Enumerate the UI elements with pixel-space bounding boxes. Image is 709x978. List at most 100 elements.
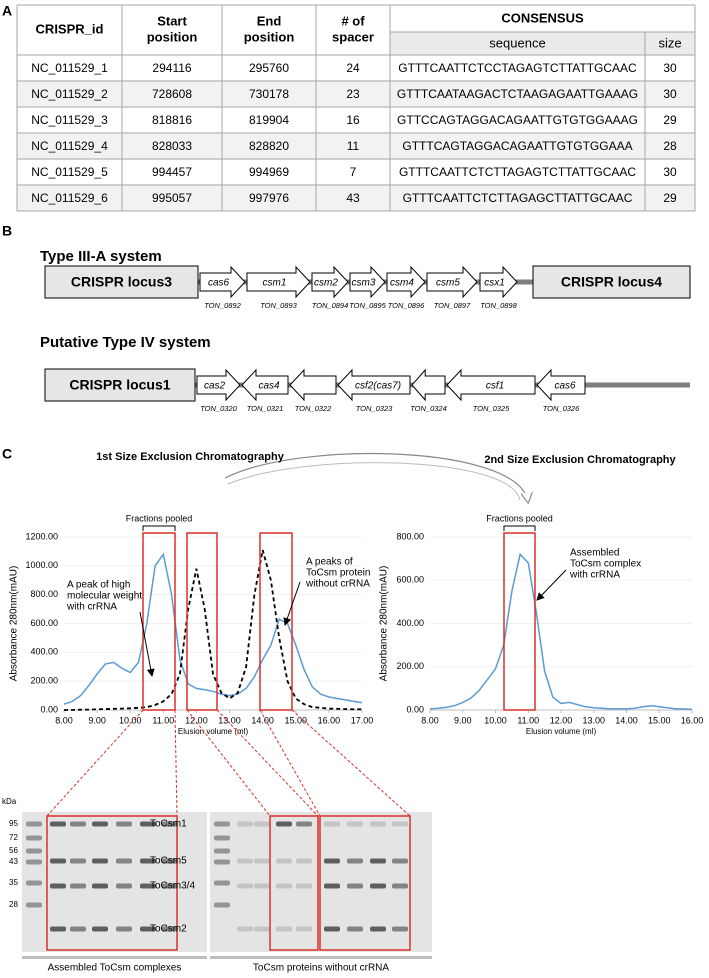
table-cell: GTTTCAATTCTCCTAGAGTCTTATTGCAAC [398,61,637,75]
table-cell: 294116 [152,61,191,75]
gel-band [70,858,86,864]
gene-arrow [311,265,349,299]
transfer-arrow [227,462,521,501]
gene-id: TON_0896 [388,301,425,310]
gel-band [162,821,178,827]
y-tick-label: 800.00 [30,589,58,599]
x-tick-label: 12.00 [185,715,208,725]
gel-band [237,821,253,827]
column-header: Start [157,13,187,28]
gene-id: TON_0326 [543,404,580,413]
gel-band [92,926,108,932]
annotation: A peaks of [306,557,353,568]
system-title: Putative Type IV system [40,334,211,351]
gel-band [116,883,132,889]
gel-band [50,858,66,864]
gel-band [347,883,363,889]
gel-band [237,926,253,932]
gel-band [140,926,156,932]
gel-band [237,883,253,889]
gel-band [392,858,408,864]
table-cell: 828820 [249,139,289,153]
series-line [63,552,363,705]
crispr-locus [44,368,196,402]
gel-band [237,858,253,864]
gel-band [214,859,230,865]
gel-band [392,821,408,827]
x-tick-label: 14.00 [251,715,274,725]
gene-arrow [349,265,386,299]
x-tick-label: 13.00 [582,715,605,725]
annotation: with crRNA [66,602,117,613]
row-bg [17,81,695,107]
table-cell: GTTCCAGTAGGACAGAATTGTGTGGAAAG [397,113,638,127]
gel-band [214,835,230,841]
gel-band [347,926,363,932]
gel-band [296,883,312,889]
gel-unit: kDa [2,797,17,806]
gene-id: TON_0897 [434,301,471,310]
marker-label: 35 [9,878,18,887]
gel-band [254,858,270,864]
annotation: without crRNA [305,579,370,590]
table-cell: 7 [350,165,357,179]
chart-title: 2nd Size Exclusion Chromatography [484,454,676,466]
gene-name: csm1 [263,278,287,289]
table-cell: 997976 [249,191,289,205]
gel-band [162,926,178,932]
chart-title: 1st Size Exclusion Chromatography [96,451,285,463]
y-tick-label: 400.00 [396,618,424,628]
column-header: position [147,29,198,44]
gel-band [347,858,363,864]
gel-band [296,821,312,827]
gel-band [26,859,42,865]
gene-name: cas6 [208,278,230,289]
gel-band [26,902,42,908]
y-tick-label: 200.00 [30,676,58,686]
panel-label: C [2,446,12,462]
gel-band [276,858,292,864]
band-label: ToCsm1 [150,819,187,830]
table-cell: GTTTCAATAAGACTCTAAGAGAATTGAAAG [397,87,638,101]
locus-label: CRISPR locus4 [561,274,662,290]
gel-band [140,858,156,864]
panel-label: A [2,3,12,19]
annotation: Assembled [570,548,619,559]
gene-arrow [536,368,586,402]
zoom-line [259,709,321,817]
gene-id: TON_0322 [295,404,332,413]
annotation: with crRNA [569,570,620,581]
gene-arrow [479,265,518,299]
x-tick-label: 16.00 [681,715,704,725]
table-cell: NC_011529_1 [31,61,108,75]
y-axis-label: Absorbance 280nm(mAU) [379,566,390,682]
series-line [64,549,362,711]
table-cell: GTTTCAATTCTCTTAGAGCTTATTGCAAC [403,191,633,205]
gene-name: cas2 [204,381,226,392]
gel-band [214,902,230,908]
table-cell: GTTTCAATTCTCTTAGAGTCTTATTGCAAC [399,165,636,179]
x-tick-label: 12.00 [550,715,573,725]
zoom-line [46,709,144,817]
gene-name: csf2(cas7) [355,381,401,392]
table-cell: 828033 [152,139,192,153]
gel-band [70,926,86,932]
gel-band [92,821,108,827]
gel-band [296,858,312,864]
table-cell: NC_011529_5 [31,165,108,179]
gene-id: TON_0895 [349,301,386,310]
zoom-line [291,709,411,817]
table-cell: 995057 [152,191,192,205]
x-tick-label: 8.00 [55,715,73,725]
gene-id: TON_0324 [410,404,447,413]
y-tick-label: 400.00 [30,647,58,657]
table-cell: 16 [346,113,360,127]
gel-band [276,926,292,932]
marker-label: 72 [9,833,18,842]
y-tick-label: 1000.00 [25,560,58,570]
gel-band [324,926,340,932]
table-cell: 994969 [249,165,289,179]
marker-label: 43 [9,857,18,866]
gel-band [254,821,270,827]
